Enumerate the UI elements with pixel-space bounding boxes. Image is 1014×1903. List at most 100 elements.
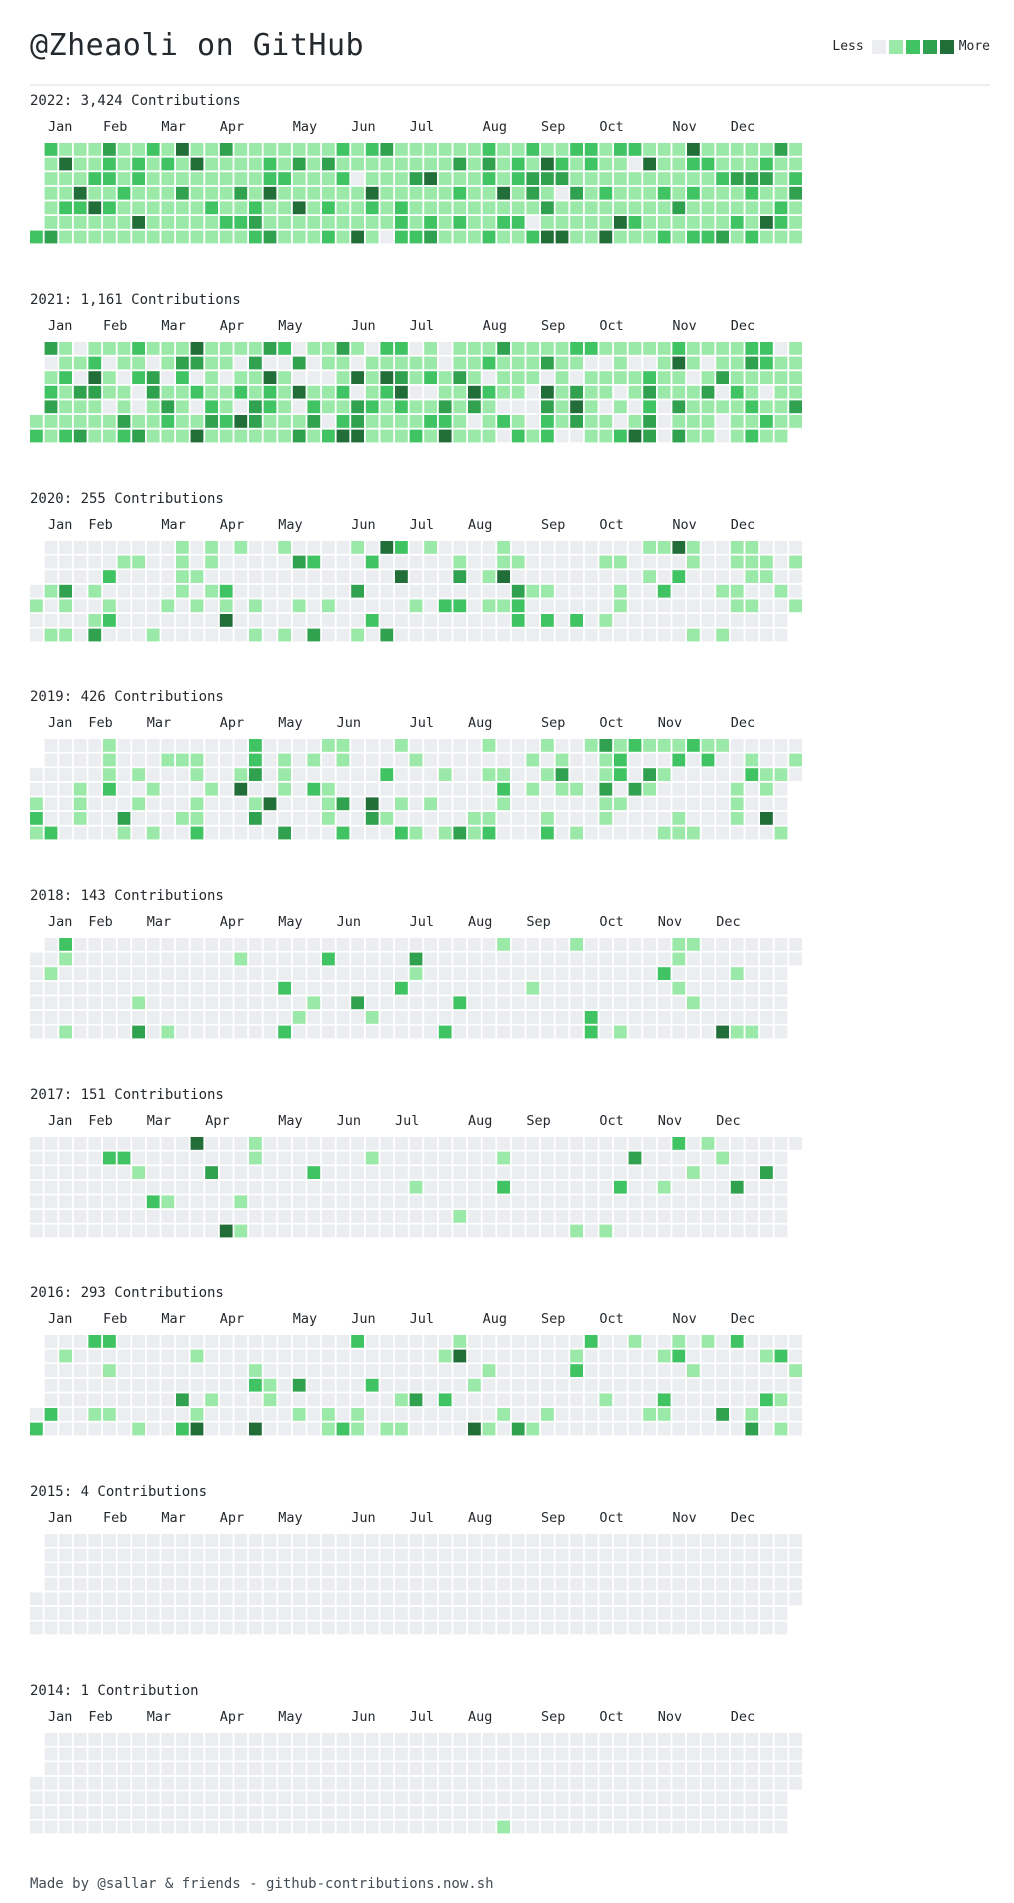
day-cell[interactable] xyxy=(701,1563,715,1576)
day-cell[interactable] xyxy=(541,1534,554,1547)
day-cell[interactable] xyxy=(278,952,291,966)
day-cell[interactable] xyxy=(497,201,510,215)
day-cell[interactable] xyxy=(249,1563,262,1576)
day-cell[interactable] xyxy=(409,797,423,811)
day-cell[interactable] xyxy=(278,826,291,840)
day-cell[interactable] xyxy=(643,201,656,215)
day-cell[interactable] xyxy=(234,1210,248,1223)
day-cell[interactable] xyxy=(176,1011,189,1024)
day-cell[interactable] xyxy=(30,1820,43,1834)
day-cell[interactable] xyxy=(657,429,671,443)
day-cell[interactable] xyxy=(482,753,496,767)
day-cell[interactable] xyxy=(44,782,58,796)
day-cell[interactable] xyxy=(760,371,773,384)
day-cell[interactable] xyxy=(73,570,87,583)
day-cell[interactable] xyxy=(438,952,452,966)
day-cell[interactable] xyxy=(482,1195,496,1209)
day-cell[interactable] xyxy=(438,1422,452,1436)
day-cell[interactable] xyxy=(146,1791,160,1805)
day-cell[interactable] xyxy=(278,1548,291,1562)
day-cell[interactable] xyxy=(73,1151,87,1165)
day-cell[interactable] xyxy=(59,996,72,1010)
day-cell[interactable] xyxy=(730,1166,744,1179)
day-cell[interactable] xyxy=(453,1137,467,1150)
day-cell[interactable] xyxy=(322,201,335,215)
day-cell[interactable] xyxy=(438,753,452,767)
day-cell[interactable] xyxy=(555,1422,569,1436)
day-cell[interactable] xyxy=(263,1364,277,1377)
day-cell[interactable] xyxy=(190,172,204,185)
day-cell[interactable] xyxy=(117,1577,131,1591)
day-cell[interactable] xyxy=(146,584,160,598)
day-cell[interactable] xyxy=(380,1025,394,1039)
day-cell[interactable] xyxy=(59,1378,72,1392)
day-cell[interactable] xyxy=(380,1393,394,1407)
day-cell[interactable] xyxy=(146,1607,160,1620)
day-cell[interactable] xyxy=(146,143,160,156)
day-cell[interactable] xyxy=(307,1224,321,1238)
day-cell[interactable] xyxy=(482,1607,496,1620)
day-cell[interactable] xyxy=(278,1166,291,1179)
day-cell[interactable] xyxy=(322,415,335,428)
day-cell[interactable] xyxy=(380,826,394,840)
day-cell[interactable] xyxy=(336,584,350,598)
day-cell[interactable] xyxy=(774,555,788,569)
day-cell[interactable] xyxy=(774,1151,788,1165)
day-cell[interactable] xyxy=(453,938,467,951)
day-cell[interactable] xyxy=(322,1607,335,1620)
day-cell[interactable] xyxy=(30,230,43,244)
day-cell[interactable] xyxy=(526,1408,540,1421)
day-cell[interactable] xyxy=(380,1592,394,1606)
day-cell[interactable] xyxy=(468,739,481,752)
day-cell[interactable] xyxy=(687,555,700,569)
day-cell[interactable] xyxy=(672,371,686,384)
day-cell[interactable] xyxy=(44,385,58,399)
day-cell[interactable] xyxy=(438,186,452,200)
day-cell[interactable] xyxy=(643,1025,656,1039)
day-cell[interactable] xyxy=(59,1408,72,1421)
day-cell[interactable] xyxy=(88,1378,102,1392)
day-cell[interactable] xyxy=(146,1195,160,1209)
day-cell[interactable] xyxy=(614,826,627,840)
day-cell[interactable] xyxy=(716,415,729,428)
day-cell[interactable] xyxy=(103,429,116,443)
day-cell[interactable] xyxy=(497,952,510,966)
day-cell[interactable] xyxy=(628,1025,642,1039)
day-cell[interactable] xyxy=(88,342,102,355)
day-cell[interactable] xyxy=(716,1364,729,1377)
day-cell[interactable] xyxy=(468,1747,481,1761)
day-cell[interactable] xyxy=(234,570,248,583)
day-cell[interactable] xyxy=(526,342,540,355)
day-cell[interactable] xyxy=(219,1349,233,1363)
day-cell[interactable] xyxy=(146,1011,160,1024)
day-cell[interactable] xyxy=(584,628,598,642)
day-cell[interactable] xyxy=(205,143,218,156)
day-cell[interactable] xyxy=(409,1762,423,1775)
day-cell[interactable] xyxy=(380,1166,394,1179)
day-cell[interactable] xyxy=(497,1166,510,1179)
day-cell[interactable] xyxy=(745,356,759,370)
day-cell[interactable] xyxy=(103,172,116,185)
day-cell[interactable] xyxy=(614,400,627,414)
day-cell[interactable] xyxy=(234,429,248,443)
day-cell[interactable] xyxy=(468,1733,481,1746)
day-cell[interactable] xyxy=(701,371,715,384)
day-cell[interactable] xyxy=(103,1607,116,1620)
day-cell[interactable] xyxy=(511,952,525,966)
day-cell[interactable] xyxy=(541,1747,554,1761)
day-cell[interactable] xyxy=(132,172,145,185)
day-cell[interactable] xyxy=(672,216,686,229)
day-cell[interactable] xyxy=(365,371,379,384)
day-cell[interactable] xyxy=(701,201,715,215)
day-cell[interactable] xyxy=(176,1592,189,1606)
day-cell[interactable] xyxy=(760,1195,773,1209)
day-cell[interactable] xyxy=(628,385,642,399)
day-cell[interactable] xyxy=(161,1548,175,1562)
day-cell[interactable] xyxy=(205,172,218,185)
day-cell[interactable] xyxy=(365,1408,379,1421)
day-cell[interactable] xyxy=(322,216,335,229)
day-cell[interactable] xyxy=(453,1607,467,1620)
day-cell[interactable] xyxy=(438,541,452,554)
day-cell[interactable] xyxy=(44,1534,58,1547)
day-cell[interactable] xyxy=(132,1210,145,1223)
